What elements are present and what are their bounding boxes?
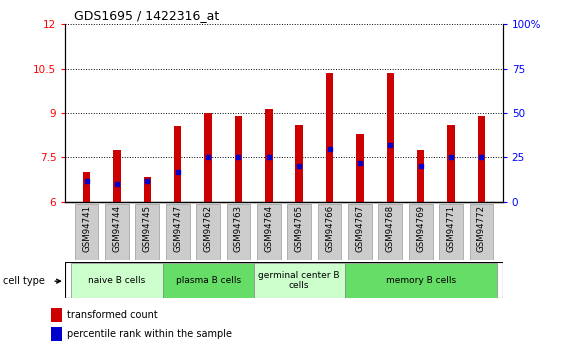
Text: GSM94741: GSM94741 xyxy=(82,205,91,253)
FancyBboxPatch shape xyxy=(227,204,250,260)
Bar xyxy=(417,150,424,202)
Text: GSM94769: GSM94769 xyxy=(416,205,425,252)
FancyBboxPatch shape xyxy=(254,263,345,298)
Bar xyxy=(174,126,182,202)
Bar xyxy=(51,327,62,341)
FancyBboxPatch shape xyxy=(196,204,220,260)
FancyBboxPatch shape xyxy=(470,204,493,260)
Text: GSM94763: GSM94763 xyxy=(234,205,243,253)
Text: GDS1695 / 1422316_at: GDS1695 / 1422316_at xyxy=(74,9,219,22)
FancyBboxPatch shape xyxy=(72,263,162,298)
Bar xyxy=(51,308,62,322)
Text: cell type: cell type xyxy=(3,276,45,286)
Bar xyxy=(204,113,212,202)
Bar xyxy=(326,73,333,202)
Bar xyxy=(235,116,242,202)
Text: GSM94768: GSM94768 xyxy=(386,205,395,253)
Bar xyxy=(386,73,394,202)
Text: memory B cells: memory B cells xyxy=(386,276,456,285)
Bar xyxy=(265,109,273,202)
Text: GSM94762: GSM94762 xyxy=(203,205,212,253)
Bar xyxy=(447,125,455,202)
FancyBboxPatch shape xyxy=(105,204,129,260)
FancyBboxPatch shape xyxy=(136,204,159,260)
Bar xyxy=(356,134,364,202)
FancyBboxPatch shape xyxy=(409,204,432,260)
FancyBboxPatch shape xyxy=(75,204,98,260)
Text: plasma B cells: plasma B cells xyxy=(176,276,241,285)
Bar xyxy=(478,116,485,202)
Text: GSM94771: GSM94771 xyxy=(446,205,456,253)
FancyBboxPatch shape xyxy=(345,263,496,298)
FancyBboxPatch shape xyxy=(65,262,503,298)
Text: GSM94772: GSM94772 xyxy=(477,205,486,253)
Text: GSM94764: GSM94764 xyxy=(264,205,273,253)
FancyBboxPatch shape xyxy=(287,204,311,260)
Text: transformed count: transformed count xyxy=(67,310,158,320)
FancyBboxPatch shape xyxy=(257,204,281,260)
Bar xyxy=(295,125,303,202)
FancyBboxPatch shape xyxy=(439,204,463,260)
Text: GSM94766: GSM94766 xyxy=(325,205,334,253)
FancyBboxPatch shape xyxy=(166,204,190,260)
FancyBboxPatch shape xyxy=(318,204,341,260)
Text: GSM94745: GSM94745 xyxy=(143,205,152,253)
Text: germinal center B
cells: germinal center B cells xyxy=(258,270,340,290)
FancyBboxPatch shape xyxy=(378,204,402,260)
Text: GSM94747: GSM94747 xyxy=(173,205,182,253)
Text: GSM94765: GSM94765 xyxy=(295,205,304,253)
Text: percentile rank within the sample: percentile rank within the sample xyxy=(67,329,232,339)
Text: GSM94744: GSM94744 xyxy=(112,205,122,253)
Bar xyxy=(144,177,151,202)
Bar xyxy=(83,172,90,202)
FancyBboxPatch shape xyxy=(162,263,254,298)
Text: GSM94767: GSM94767 xyxy=(356,205,365,253)
Bar xyxy=(113,150,121,202)
FancyBboxPatch shape xyxy=(348,204,372,260)
Text: naive B cells: naive B cells xyxy=(89,276,145,285)
